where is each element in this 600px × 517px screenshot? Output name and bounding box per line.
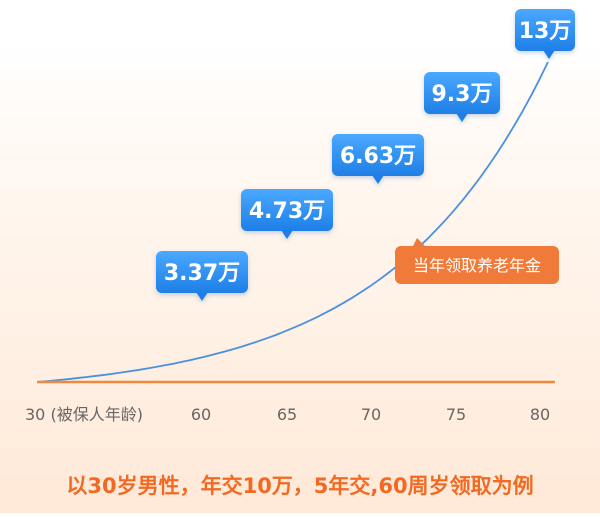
bubble-body (424, 72, 500, 114)
bubble-body (332, 134, 424, 176)
x-tick-label: 30 (被保人年龄) (25, 405, 143, 424)
legend-label: 当年领取养老年金 (413, 256, 541, 275)
data-label-bubble: 9.3万 (424, 72, 500, 122)
bubble-pointer (543, 50, 555, 59)
data-label-bubble: 3.37万 (156, 251, 248, 301)
chart-caption: 以30岁男性，年交10万，5年交,60周岁领取为例 (66, 474, 534, 498)
bubble-pointer (281, 230, 293, 239)
x-tick-label: 65 (277, 405, 297, 424)
legend: 当年领取养老年金 (395, 238, 559, 284)
data-label: 9.3万 (432, 82, 493, 107)
bubble-pointer (456, 113, 468, 122)
legend-tag (395, 246, 559, 284)
data-label: 6.63万 (340, 144, 416, 169)
x-tick-label: 70 (361, 405, 381, 424)
x-tick-label: 75 (446, 405, 466, 424)
bubble-pointer (196, 292, 208, 301)
data-label: 3.37万 (164, 261, 240, 286)
data-label: 13万 (519, 19, 572, 44)
data-label: 4.73万 (249, 199, 325, 224)
x-tick-label: 80 (530, 405, 550, 424)
bubble-body (515, 9, 575, 51)
data-label-bubble: 6.63万 (332, 134, 424, 184)
x-tick-label: 60 (191, 405, 211, 424)
bubble-body (241, 189, 333, 231)
bubble-body (156, 251, 248, 293)
data-label-bubble: 13万 (515, 9, 575, 59)
legend-pointer (413, 238, 425, 246)
bubble-pointer (372, 175, 384, 184)
series-line (36, 61, 549, 383)
data-label-bubble: 4.73万 (241, 189, 333, 239)
